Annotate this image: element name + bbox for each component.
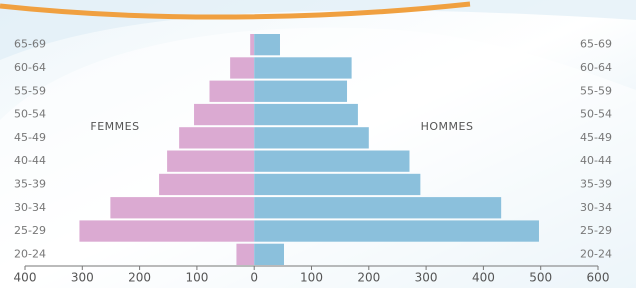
category-label: 40-44 <box>580 154 612 167</box>
bar <box>254 81 347 102</box>
category-label: 30-34 <box>14 201 46 214</box>
bar <box>230 57 254 78</box>
category-label: 60-64 <box>14 61 46 74</box>
x-tick-label: 200 <box>128 271 151 285</box>
x-tick-label: 600 <box>587 271 610 285</box>
x-tick-label: 300 <box>71 271 94 285</box>
category-label: 35-39 <box>580 177 612 190</box>
bar <box>179 127 254 148</box>
category-label: 20-24 <box>580 247 612 260</box>
category-label: 60-64 <box>580 61 612 74</box>
bar <box>254 174 420 195</box>
bar <box>254 197 501 218</box>
bar <box>254 220 539 241</box>
category-label: 45-49 <box>14 131 46 144</box>
x-tick-label: 400 <box>14 271 37 285</box>
category-label: 50-54 <box>14 108 46 121</box>
bar <box>250 34 254 55</box>
category-label: 55-59 <box>580 84 612 97</box>
category-label: 65-69 <box>580 38 612 51</box>
bar <box>110 197 254 218</box>
series-label: HOMMES <box>421 120 474 133</box>
category-label: 65-69 <box>14 38 46 51</box>
bar <box>254 127 369 148</box>
category-label: 55-59 <box>14 84 46 97</box>
bar <box>210 81 255 102</box>
category-label: 25-29 <box>580 224 612 237</box>
series-label: FEMMES <box>90 120 139 133</box>
bar <box>254 151 409 172</box>
x-tick-label: 100 <box>300 271 323 285</box>
category-label: 20-24 <box>14 247 46 260</box>
x-tick-label: 400 <box>472 271 495 285</box>
bar <box>236 244 254 265</box>
chart: 400 300 200 100 0 100 200 300 400 500 600 65-69 65-6… <box>0 0 636 288</box>
category-label: 45-49 <box>580 131 612 144</box>
bar <box>254 104 358 125</box>
x-tick-label: 100 <box>185 271 208 285</box>
bar <box>254 244 284 265</box>
category-label: 50-54 <box>580 108 612 121</box>
category-label: 30-34 <box>580 201 612 214</box>
x-tick-label: 300 <box>415 271 438 285</box>
bar <box>167 151 254 172</box>
category-label: 25-29 <box>14 224 46 237</box>
category-label: 40-44 <box>14 154 46 167</box>
bar <box>254 57 351 78</box>
bar <box>254 34 280 55</box>
bar <box>194 104 254 125</box>
x-tick-label: 0 <box>250 271 258 285</box>
bar <box>79 220 254 241</box>
x-tick-label: 500 <box>529 271 552 285</box>
x-tick-label: 200 <box>357 271 380 285</box>
category-label: 35-39 <box>14 177 46 190</box>
bar <box>159 174 254 195</box>
